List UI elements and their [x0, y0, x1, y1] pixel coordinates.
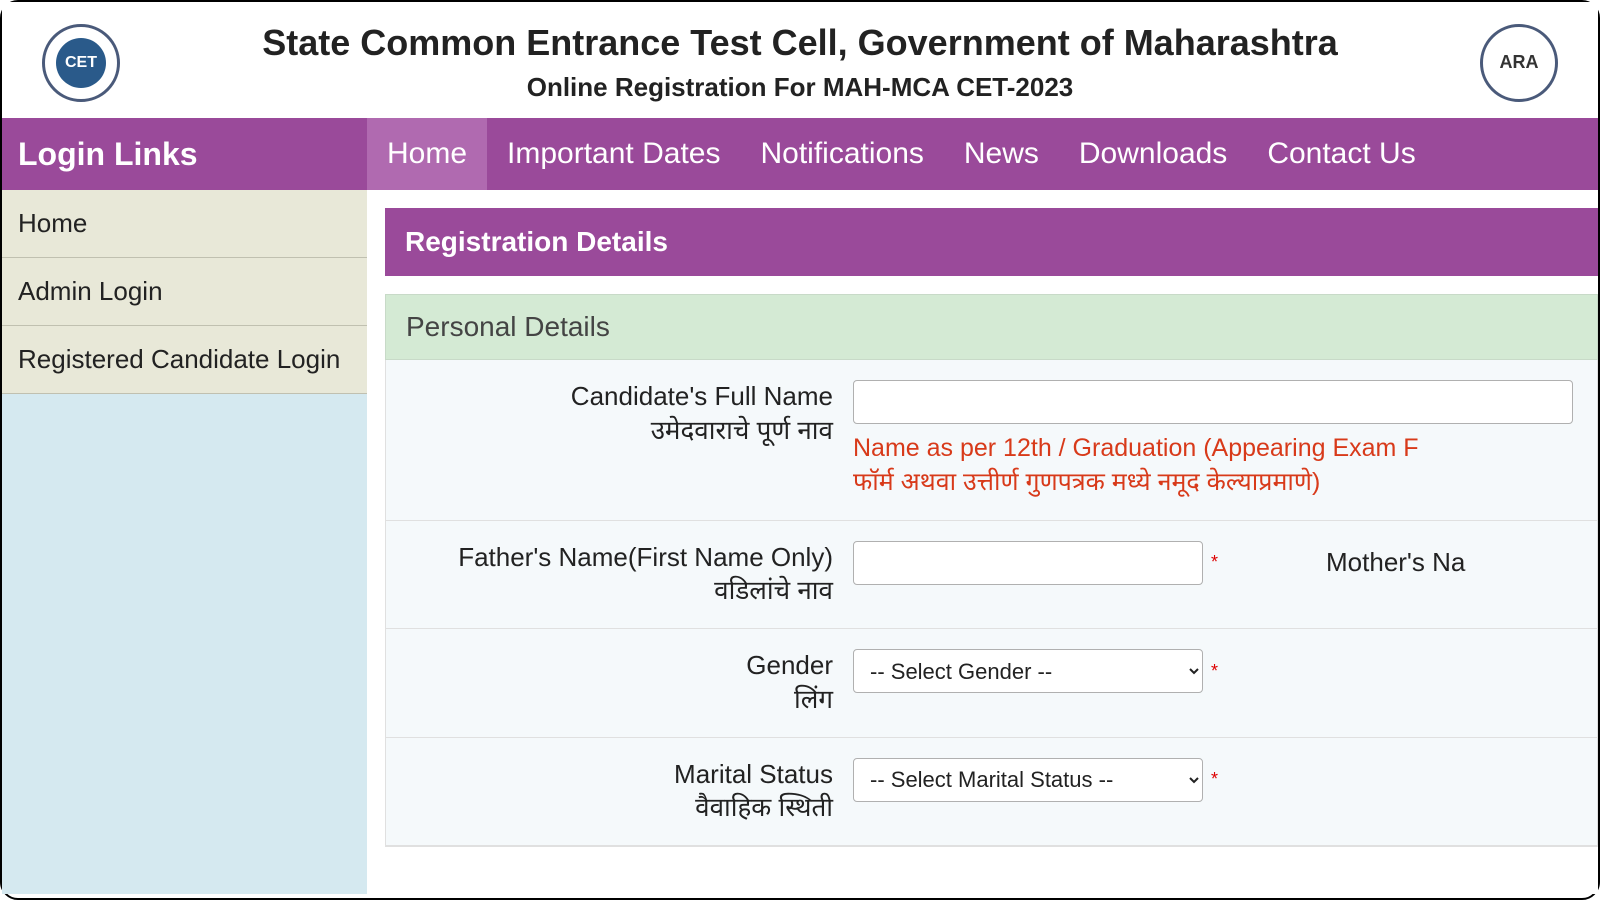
label-gender: Gender लिंग: [398, 649, 853, 717]
main-navbar: Login Links Home Important Dates Notific…: [2, 118, 1598, 190]
label-fullname-en: Candidate's Full Name: [571, 381, 833, 411]
main-area: Home Admin Login Registered Candidate Lo…: [2, 190, 1598, 894]
required-marital-icon: *: [1211, 769, 1218, 790]
input-fullname[interactable]: [853, 380, 1573, 424]
sidebar-item-home[interactable]: Home: [2, 190, 367, 258]
label-fullname: Candidate's Full Name उमेदवाराचे पूर्ण न…: [398, 380, 853, 448]
label-gender-en: Gender: [746, 650, 833, 680]
help-fullname-mr: फॉर्म अथवा उत्तीर्ण गुणपत्रक मध्ये नमूद …: [853, 468, 1320, 496]
panel-header: Registration Details: [385, 208, 1598, 276]
help-fullname: Name as per 12th / Graduation (Appearing…: [853, 432, 1585, 500]
section-header-personal: Personal Details: [385, 294, 1598, 360]
nav-downloads[interactable]: Downloads: [1059, 118, 1247, 190]
header-title: State Common Entrance Test Cell, Governm…: [120, 22, 1480, 64]
field-gender: -- Select Gender -- *: [853, 649, 1585, 693]
nav-notifications[interactable]: Notifications: [740, 118, 943, 190]
nav-items: Home Important Dates Notifications News …: [367, 118, 1598, 190]
row-father: Father's Name(First Name Only) वडिलांचे …: [386, 521, 1597, 630]
label-father-en: Father's Name(First Name Only): [458, 542, 833, 572]
nav-home[interactable]: Home: [367, 118, 487, 190]
row-marital: Marital Status वैवाहिक स्थिती -- Select …: [386, 738, 1597, 847]
ara-logo-text: ARA: [1500, 52, 1539, 73]
field-marital: -- Select Marital Status -- *: [853, 758, 1585, 802]
label-fullname-mr: उमेदवाराचे पूर्ण नाव: [398, 414, 833, 448]
select-marital[interactable]: -- Select Marital Status --: [853, 758, 1203, 802]
row-fullname: Candidate's Full Name उमेदवाराचे पूर्ण न…: [386, 360, 1597, 521]
required-gender-icon: *: [1211, 661, 1218, 682]
nav-news[interactable]: News: [944, 118, 1059, 190]
sidebar-item-registered-login[interactable]: Registered Candidate Login: [2, 326, 367, 394]
label-mother-partial: Mother's Na: [1326, 547, 1465, 578]
label-marital-en: Marital Status: [674, 759, 833, 789]
required-father-icon: *: [1211, 552, 1218, 573]
cet-logo-text: CET: [56, 38, 106, 88]
label-father-mr: वडिलांचे नाव: [398, 574, 833, 608]
label-father: Father's Name(First Name Only) वडिलांचे …: [398, 541, 853, 609]
left-sidebar: Home Admin Login Registered Candidate Lo…: [2, 190, 367, 894]
nav-contact-us[interactable]: Contact Us: [1247, 118, 1435, 190]
sidebar-item-admin-login[interactable]: Admin Login: [2, 258, 367, 326]
help-fullname-en: Name as per 12th / Graduation (Appearing…: [853, 434, 1419, 462]
label-marital: Marital Status वैवाहिक स्थिती: [398, 758, 853, 826]
form-body: Candidate's Full Name उमेदवाराचे पूर्ण न…: [385, 360, 1598, 847]
label-gender-mr: लिंग: [398, 683, 833, 717]
input-father[interactable]: [853, 541, 1203, 585]
content-area: Registration Details Personal Details Ca…: [367, 190, 1598, 894]
ara-logo: ARA: [1480, 24, 1558, 102]
header-subtitle: Online Registration For MAH-MCA CET-2023: [120, 72, 1480, 103]
field-father: * Mother's Na: [853, 541, 1585, 585]
field-fullname: Name as per 12th / Graduation (Appearing…: [853, 380, 1585, 500]
label-marital-mr: वैवाहिक स्थिती: [398, 791, 833, 825]
header-text-block: State Common Entrance Test Cell, Governm…: [120, 22, 1480, 103]
sidebar-title: Login Links: [2, 118, 367, 190]
cet-logo: CET: [42, 24, 120, 102]
select-gender[interactable]: -- Select Gender --: [853, 649, 1203, 693]
nav-important-dates[interactable]: Important Dates: [487, 118, 740, 190]
row-gender: Gender लिंग -- Select Gender -- *: [386, 629, 1597, 738]
page-header: CET State Common Entrance Test Cell, Gov…: [2, 2, 1598, 118]
